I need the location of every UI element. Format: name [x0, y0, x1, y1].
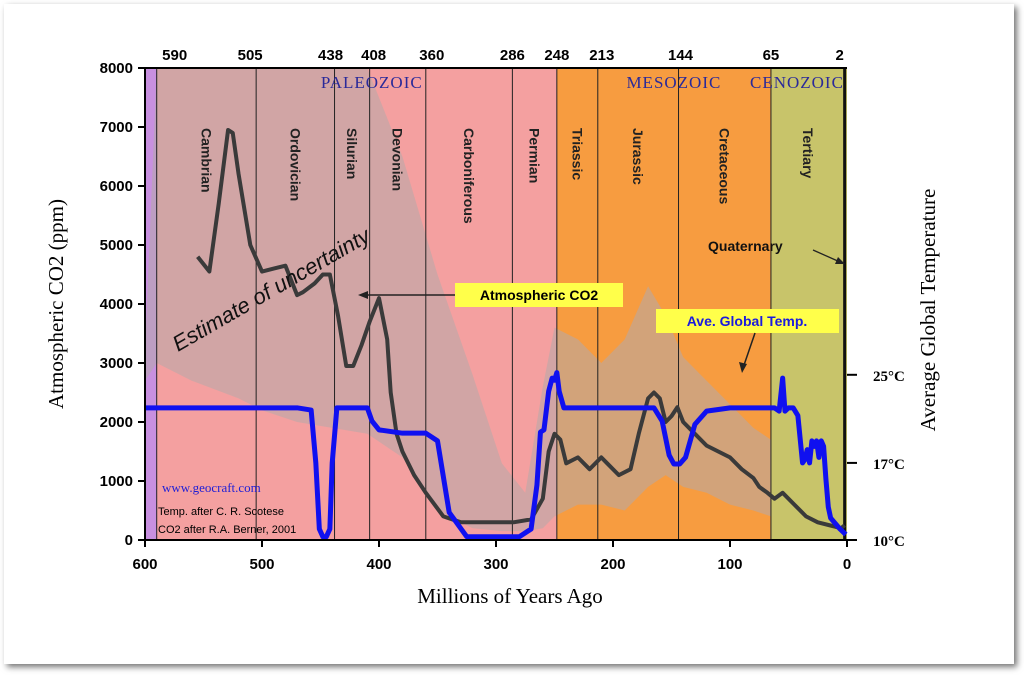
temperature-series-line — [145, 370, 848, 540]
top-tick-label: 590 — [162, 47, 187, 64]
x-tick-label: 400 — [366, 556, 391, 573]
top-tick-label: 248 — [544, 47, 569, 64]
y-axis-title-left: Atmospheric CO2 (ppm) — [44, 199, 68, 409]
quaternary-arrow-line — [812, 249, 841, 263]
y-tick-label: 0 — [125, 532, 133, 549]
y-tick-label: 3000 — [100, 355, 133, 372]
top-tick-label: 360 — [419, 47, 444, 64]
y-tick-label: 8000 — [100, 60, 133, 77]
series-layer — [145, 127, 848, 540]
x-tick-label: 200 — [600, 556, 625, 573]
quaternary-label: Quaternary — [708, 238, 783, 254]
y-tick-label: 7000 — [100, 119, 133, 136]
temp-arrow-head — [739, 362, 747, 373]
right-tick-label: 25°C — [873, 369, 905, 385]
x-tick-label: 600 — [132, 556, 157, 573]
right-tick-label: 10°C — [873, 534, 905, 550]
temp-arrow-line — [742, 332, 756, 369]
period-label-ordovician: Ordovician — [287, 128, 303, 201]
period-label-carboniferous: Carboniferous — [461, 128, 477, 224]
era-label-cenozoic: CENOZOIC — [750, 73, 844, 92]
era-label-paleozoic: PALEOZOIC — [321, 73, 423, 92]
co2-arrow-head — [358, 291, 368, 299]
site-url: www.geocraft.com — [162, 480, 261, 495]
x-tick-label: 0 — [843, 556, 851, 573]
y-tick-label: 2000 — [100, 414, 133, 431]
period-label-cambrian: Cambrian — [198, 128, 214, 193]
top-tick-label: 65 — [763, 47, 780, 64]
y-tick-label: 6000 — [100, 178, 133, 195]
temp-label: Ave. Global Temp. — [687, 313, 808, 329]
period-label-silurian: Silurian — [344, 128, 360, 179]
top-tick-label: 144 — [668, 47, 694, 64]
period-label-tertiary: Tertiary — [800, 128, 816, 179]
co2-series-line — [196, 127, 846, 531]
period-label-cretaceous: Cretaceous — [717, 128, 733, 204]
x-tick-label: 300 — [483, 556, 508, 573]
top-tick-label: 286 — [500, 47, 525, 64]
y-tick-label: 1000 — [100, 473, 133, 490]
x-axis-title: Millions of Years Ago — [417, 584, 603, 608]
y-tick-label: 4000 — [100, 296, 133, 313]
top-tick-label: 213 — [589, 47, 614, 64]
credit-co2: CO2 after R.A. Berner, 2001 — [158, 524, 296, 536]
top-tick-label: 505 — [238, 47, 263, 64]
top-tick-label: 438 — [318, 47, 343, 64]
uncertainty-band — [145, 68, 771, 532]
period-label-jurassic: Jurassic — [630, 128, 646, 185]
x-tick-label: 100 — [717, 556, 742, 573]
era-label-mesozoic: MESOZOIC — [626, 73, 721, 92]
temp-label-box — [656, 309, 839, 333]
uncertainty-band-layer — [145, 68, 771, 532]
credit-temperature: Temp. after C. R. Scotese — [158, 506, 284, 518]
y-tick-label: 5000 — [100, 237, 133, 254]
top-tick-label: 2 — [835, 47, 843, 64]
right-tick-label: 17°C — [873, 457, 905, 473]
quaternary-arrow-head — [835, 257, 845, 264]
period-boundaries — [156, 68, 847, 540]
x-tick-label: 500 — [249, 556, 274, 573]
y-axis-title-right: Average Global Temperature — [916, 189, 940, 432]
co2-label: Atmospheric CO2 — [480, 287, 598, 303]
period-labels: Cambrian Ordovician Silurian Devonian Carbon… — [198, 128, 815, 224]
co2-label-box — [455, 283, 623, 307]
period-label-devonian: Devonian — [390, 128, 406, 191]
period-label-permian: Permian — [527, 128, 543, 183]
period-label-triassic: Triassic — [569, 128, 585, 180]
top-tick-label: 408 — [361, 47, 386, 64]
